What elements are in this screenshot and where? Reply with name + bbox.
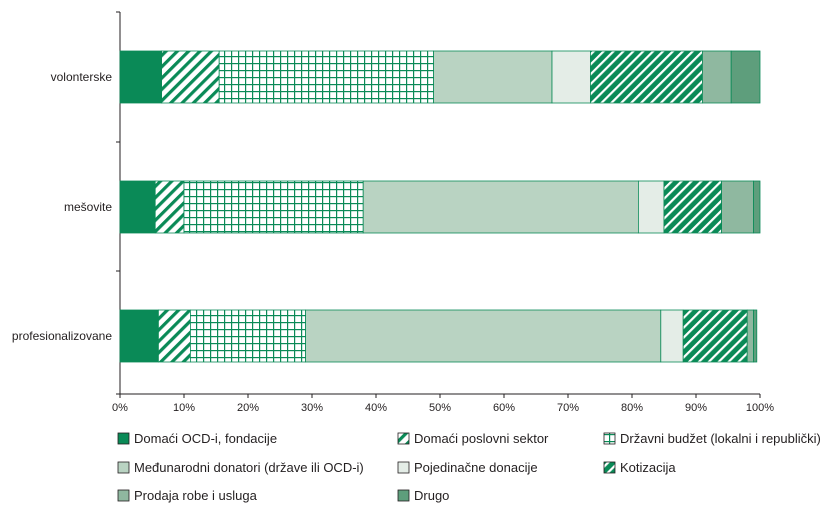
legend-label: Prodaja robe i usluga bbox=[134, 488, 258, 503]
legend-label: Pojedinačne donacije bbox=[414, 460, 538, 475]
x-tick-labels: 0% 10% 20% 30% 40% 50% 60% 70% 80% 90% 100% bbox=[112, 402, 774, 414]
bar-segment-volonterske-domaci-ocd-i-fondacije bbox=[119, 50, 162, 104]
bar-segment-profesionalizovane-drugo bbox=[753, 309, 758, 363]
legend-swatch bbox=[117, 432, 130, 445]
category-label: volonterske bbox=[51, 70, 113, 84]
x-tick-label: 100% bbox=[746, 402, 774, 414]
bar-segment-mesovite-drugo bbox=[753, 180, 761, 234]
legend: Domaći OCD-i, fondacije Domaći poslovni s… bbox=[117, 431, 821, 503]
legend-label: Domaći poslovni sektor bbox=[414, 431, 549, 446]
bar-segment-volonterske-pojedinacne-donacije bbox=[551, 50, 591, 104]
category-label: mešovite bbox=[64, 200, 112, 214]
category-label: profesionalizovane bbox=[12, 329, 112, 343]
legend-label: Drugo bbox=[414, 488, 449, 503]
x-tick-label: 0% bbox=[112, 402, 128, 414]
legend-swatch bbox=[603, 432, 616, 445]
x-tick-label: 70% bbox=[557, 402, 579, 414]
bar-segment-profesionalizovane-domaci-poslovni-sektor bbox=[157, 309, 191, 363]
x-tick-label: 60% bbox=[493, 402, 515, 414]
bar-segment-profesionalizovane-me-unarodni-donatori-drzave-ili-ocd-i bbox=[305, 309, 662, 363]
legend-label: Državni budžet (lokalni i republički) bbox=[620, 431, 821, 446]
category-labels: volonterske mešovite profesionalizovane bbox=[12, 70, 112, 343]
x-tick-label: 30% bbox=[301, 402, 323, 414]
x-tick-label: 50% bbox=[429, 402, 451, 414]
bar-segment-mesovite-pojedinacne-donacije bbox=[638, 180, 665, 234]
bar-segment-mesovite-kotizacija bbox=[663, 180, 722, 234]
bar-segment-profesionalizovane-domaci-ocd-i-fondacije bbox=[119, 309, 159, 363]
x-tick-label: 90% bbox=[685, 402, 707, 414]
legend-swatch bbox=[397, 461, 410, 474]
bar-segment-profesionalizovane-prodaja-robe-i-usluga bbox=[746, 309, 755, 363]
legend-swatch bbox=[397, 432, 410, 445]
bar-segment-mesovite-me-unarodni-donatori-drzave-ili-ocd-i bbox=[362, 180, 639, 234]
legend-label: Domaći OCD-i, fondacije bbox=[134, 431, 277, 446]
legend-swatch bbox=[117, 489, 130, 502]
x-tick-label: 40% bbox=[365, 402, 387, 414]
legend-label: Kotizacija bbox=[620, 460, 676, 475]
legend-swatch bbox=[397, 489, 410, 502]
bar-segment-volonterske-drugo bbox=[730, 50, 761, 104]
bar-segment-volonterske-prodaja-robe-i-usluga bbox=[702, 50, 732, 104]
x-tick-label: 80% bbox=[621, 402, 643, 414]
legend-swatch bbox=[603, 461, 616, 474]
bar-segment-volonterske-domaci-poslovni-sektor bbox=[161, 50, 220, 104]
bar-segment-mesovite-domaci-poslovni-sektor bbox=[154, 180, 185, 234]
bars bbox=[119, 50, 761, 363]
bar-segment-volonterske-drzavni-budzet-lokalni-i-republicki bbox=[218, 50, 434, 104]
bar-segment-volonterske-kotizacija bbox=[590, 50, 703, 104]
bar-segment-profesionalizovane-drzavni-budzet-lokalni-i-republicki bbox=[189, 309, 306, 363]
legend-label: Međunarodni donatori (države ili OCD-i) bbox=[134, 460, 364, 475]
bar-segment-mesovite-drzavni-budzet-lokalni-i-republicki bbox=[183, 180, 364, 234]
bar-segment-volonterske-me-unarodni-donatori-drzave-ili-ocd-i bbox=[433, 50, 553, 104]
bar-segment-profesionalizovane-kotizacija bbox=[682, 309, 748, 363]
bar-segment-mesovite-domaci-ocd-i-fondacije bbox=[119, 180, 156, 234]
legend-swatch bbox=[117, 461, 130, 474]
bar-segment-mesovite-prodaja-robe-i-usluga bbox=[721, 180, 754, 234]
x-tick-label: 10% bbox=[173, 402, 195, 414]
bar-segment-profesionalizovane-pojedinacne-donacije bbox=[660, 309, 684, 363]
x-tick-label: 20% bbox=[237, 402, 259, 414]
